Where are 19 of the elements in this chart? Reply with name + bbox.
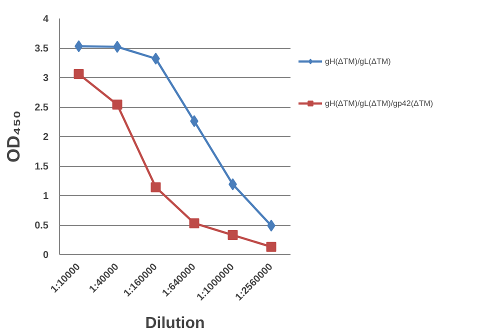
legend-label: gH(ΔTM)/gL(ΔTM) xyxy=(325,56,391,66)
y-tick-label: 1 xyxy=(42,191,49,202)
y-axis-title: OD₄₅₀ xyxy=(4,110,24,162)
y-tick-label: 3.5 xyxy=(34,44,49,54)
point xyxy=(189,218,200,228)
legend-label: gH(ΔTM)/gL(ΔTM)/gp42(ΔTM) xyxy=(325,98,434,108)
y-tick-label: 1.5 xyxy=(34,162,49,172)
y-tick-label: 4 xyxy=(42,14,49,25)
y-tick-label: 2.5 xyxy=(34,102,49,114)
point xyxy=(112,100,122,110)
point xyxy=(150,182,161,192)
y-tick-label: 0 xyxy=(42,250,49,261)
x-axis-title: Dilution xyxy=(145,315,205,332)
y-tick-label: 3 xyxy=(42,73,49,84)
y-tick-label: 0.5 xyxy=(34,220,49,232)
y-tick-label: 2 xyxy=(42,132,49,143)
point xyxy=(74,68,84,79)
point xyxy=(266,242,276,252)
point xyxy=(228,230,238,240)
